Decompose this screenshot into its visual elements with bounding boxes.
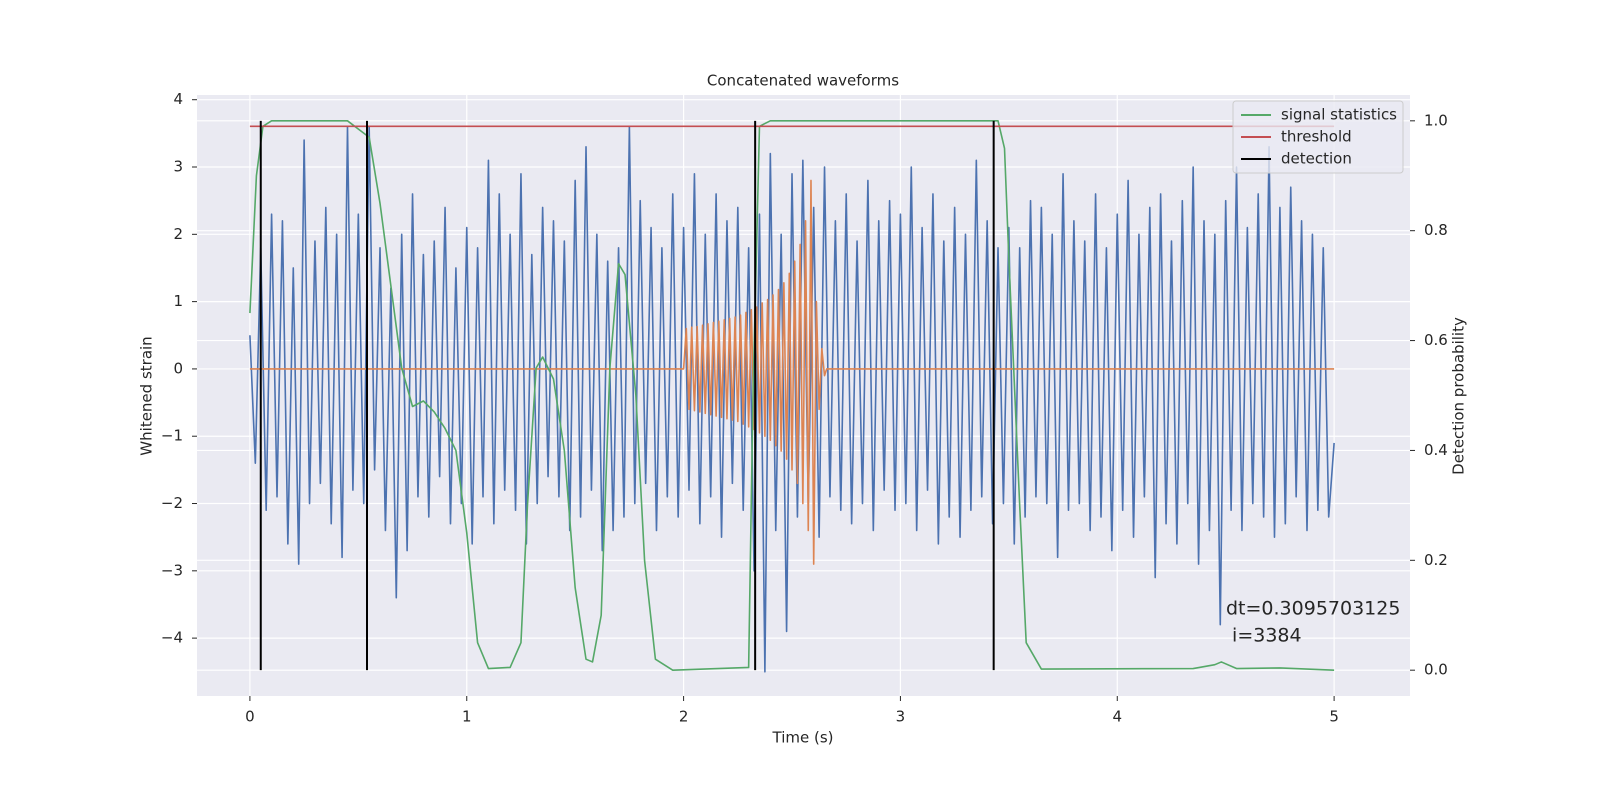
- y-tick-label: −2: [161, 494, 183, 512]
- y-tick-label: 3: [173, 158, 183, 176]
- marks: [249, 120, 1335, 673]
- y2-tick-label: 1.0: [1424, 111, 1448, 129]
- legend: signal statistics threshold detection: [1232, 100, 1404, 174]
- annotation: i=3384: [1226, 625, 1302, 647]
- series-line: [249, 125, 1335, 673]
- x-tick-label: 4: [1112, 708, 1122, 726]
- series-line: [249, 120, 1335, 671]
- axes: 0 1 2 3 4 5 −4 −3 −2 −1 0 1 2 3 4 0.0 0.2 0.4 0.6 0.8 1.0: [161, 90, 1448, 725]
- y-tick-label: 1: [173, 292, 183, 310]
- y-tick-label: −1: [161, 427, 183, 445]
- grid: [197, 95, 1410, 696]
- y2-tick-label: 0.2: [1424, 551, 1448, 569]
- legend-label: signal statistics: [1281, 106, 1397, 124]
- y-axis-label: Whitened strain: [138, 336, 156, 455]
- y-tick-label: 4: [173, 90, 183, 108]
- y-tick-label: −4: [161, 629, 183, 647]
- legend-box: [1232, 100, 1404, 174]
- legend-label: threshold: [1281, 128, 1352, 146]
- x-tick-label: 3: [896, 708, 906, 726]
- x-tick-label: 1: [462, 708, 472, 726]
- x-tick-label: 0: [245, 708, 255, 726]
- y2-tick-label: 0.4: [1424, 441, 1448, 459]
- y-tick-label: −3: [161, 561, 183, 579]
- y-tick-label: 0: [173, 359, 183, 377]
- x-tick-label: 5: [1329, 708, 1339, 726]
- x-tick-label: 2: [679, 708, 689, 726]
- y2-tick-label: 0.6: [1424, 331, 1448, 349]
- y-tick-label: 2: [173, 225, 183, 243]
- annotation: dt=0.3095703125: [1226, 598, 1400, 620]
- legend-label: detection: [1281, 150, 1352, 168]
- y2-axis-label: Detection probability: [1450, 317, 1468, 475]
- y2-tick-label: 0.0: [1424, 661, 1448, 679]
- chart-title: Concatenated waveforms: [707, 72, 899, 90]
- x-axis-label: Time (s): [772, 729, 834, 747]
- y2-tick-label: 0.8: [1424, 221, 1448, 239]
